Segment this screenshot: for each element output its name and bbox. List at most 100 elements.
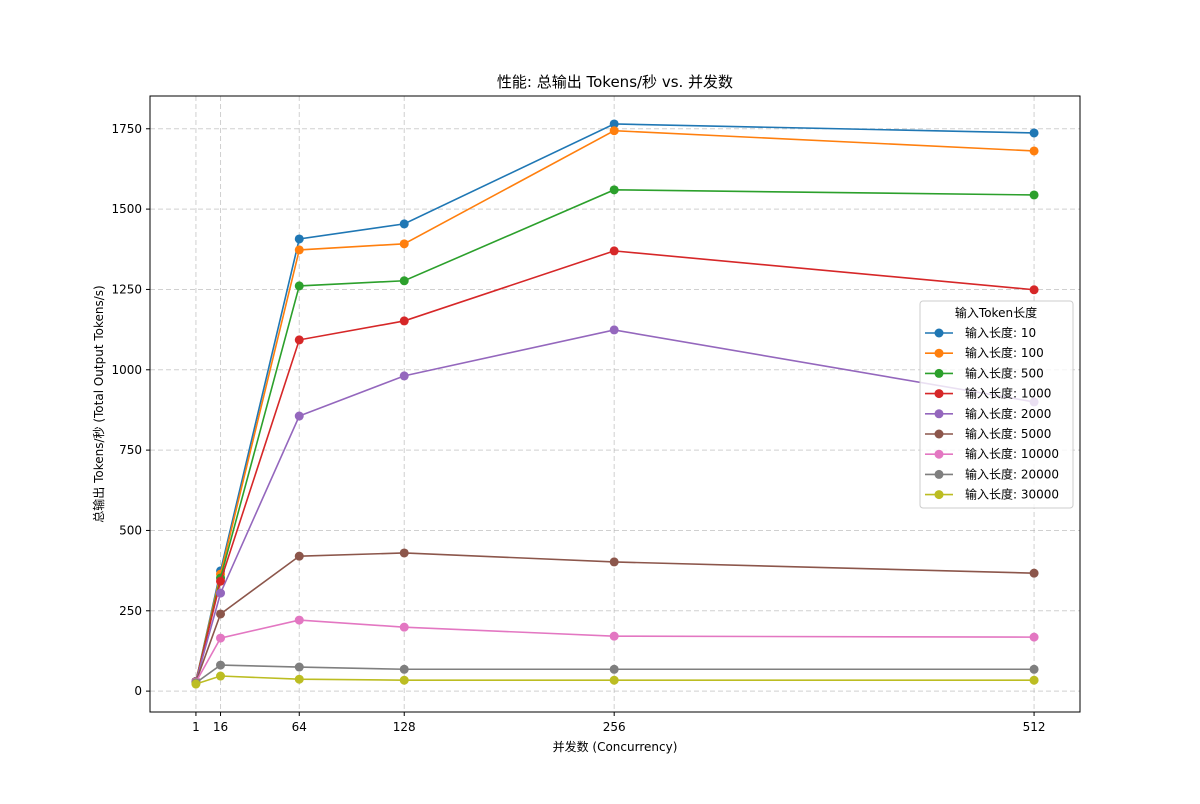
data-point: [399, 316, 409, 326]
y-tick-label: 1250: [111, 282, 142, 296]
legend-marker: [934, 389, 944, 399]
plot-frame: [149, 95, 1081, 713]
legend-marker: [934, 328, 944, 338]
y-tick-label: 1000: [111, 363, 142, 377]
legend-marker: [934, 368, 944, 378]
data-point: [1029, 128, 1039, 138]
series-line: [195, 123, 1035, 682]
data-point: [216, 576, 226, 586]
data-point: [399, 675, 409, 685]
legend-marker: [934, 449, 944, 459]
data-point: [399, 622, 409, 632]
legend-entry: 输入长度: 10000: [965, 446, 1059, 461]
legend-marker: [934, 409, 944, 419]
data-point: [294, 615, 304, 625]
legend-entry: 输入长度: 1000: [965, 386, 1051, 401]
data-point: [1029, 285, 1039, 295]
data-point: [294, 234, 304, 244]
series-line: [195, 664, 1035, 684]
y-axis-label: 总输出 Tokens/秒 (Total Output Tokens/s): [91, 285, 106, 522]
legend-title: 输入Token长度: [955, 305, 1037, 320]
series-10: [191, 119, 1039, 686]
y-tick-label: 750: [119, 443, 142, 457]
legend-marker: [934, 490, 944, 500]
data-point: [294, 674, 304, 684]
legend-marker: [934, 429, 944, 439]
data-point: [1029, 568, 1039, 578]
data-point: [1029, 146, 1039, 156]
legend-entry: 输入长度: 30000: [965, 487, 1059, 502]
legend-marker: [934, 348, 944, 358]
legend-entry: 输入长度: 5000: [965, 426, 1051, 441]
data-point: [294, 662, 304, 672]
data-point: [216, 660, 226, 670]
x-tick-label: 16: [213, 720, 228, 734]
legend-entry: 输入长度: 500: [965, 365, 1044, 380]
data-point: [609, 246, 619, 256]
x-tick-label: 128: [393, 720, 416, 734]
series-line: [195, 250, 1035, 682]
x-tick-label: 256: [603, 720, 626, 734]
y-tick-label: 0: [134, 684, 142, 698]
series-100: [191, 126, 1039, 686]
data-point: [399, 276, 409, 286]
data-point: [609, 126, 619, 136]
data-point: [399, 664, 409, 674]
data-point: [399, 548, 409, 558]
legend-entry: 输入长度: 10: [965, 325, 1036, 340]
data-point: [399, 239, 409, 249]
grid: [150, 96, 1080, 712]
x-tick-label: 64: [292, 720, 307, 734]
data-point: [294, 551, 304, 561]
data-point: [294, 245, 304, 255]
data-point: [216, 609, 226, 619]
series-line: [195, 189, 1035, 682]
series-1000: [191, 246, 1039, 686]
data-point: [609, 185, 619, 195]
legend: 输入Token长度 输入长度: 10 输入长度: 100 输入长度: 500 输入长度…: [919, 300, 1074, 509]
data-point: [609, 631, 619, 641]
y-tick-label: 1750: [111, 122, 142, 136]
x-axis-label: 并发数 (Concurrency): [553, 739, 678, 754]
data-point: [609, 675, 619, 685]
x-ticks: 1 16 64 128 256 512: [192, 712, 1046, 734]
legend-entry: 输入长度: 20000: [965, 466, 1059, 481]
data-point: [1029, 675, 1039, 685]
data-point: [216, 671, 226, 681]
data-point: [216, 633, 226, 643]
y-tick-label: 1500: [111, 202, 142, 216]
data-point: [1029, 632, 1039, 642]
series-line: [195, 329, 1035, 682]
data-point: [294, 281, 304, 291]
series-line: [195, 552, 1035, 683]
data-point: [399, 371, 409, 381]
series-line: [195, 619, 1035, 683]
y-tick-label: 500: [119, 523, 142, 537]
legend-entry: 输入长度: 100: [965, 345, 1044, 360]
data-point: [609, 325, 619, 335]
data-point: [1029, 190, 1039, 200]
series-30000: [191, 671, 1039, 689]
data-point: [294, 411, 304, 421]
data-point: [609, 557, 619, 567]
x-tick-label: 512: [1023, 720, 1046, 734]
data-point: [399, 219, 409, 229]
legend-box: [919, 300, 1074, 509]
chart-title: 性能: 总输出 Tokens/秒 vs. 并发数: [497, 73, 733, 91]
data-point: [294, 335, 304, 345]
data-point: [216, 588, 226, 598]
y-ticks: 0 250 500 750 1000 1250 1500 1750: [111, 122, 150, 698]
y-tick-label: 250: [119, 604, 142, 618]
data-point: [1029, 664, 1039, 674]
series-line: [195, 129, 1035, 682]
data-point: [191, 679, 201, 689]
legend-marker: [934, 469, 944, 479]
x-tick-label: 1: [192, 720, 200, 734]
data-point: [609, 664, 619, 674]
series-20000: [191, 660, 1039, 688]
series-group: [191, 119, 1039, 689]
legend-entry: 输入长度: 2000: [965, 406, 1051, 421]
data-point: [609, 119, 619, 129]
